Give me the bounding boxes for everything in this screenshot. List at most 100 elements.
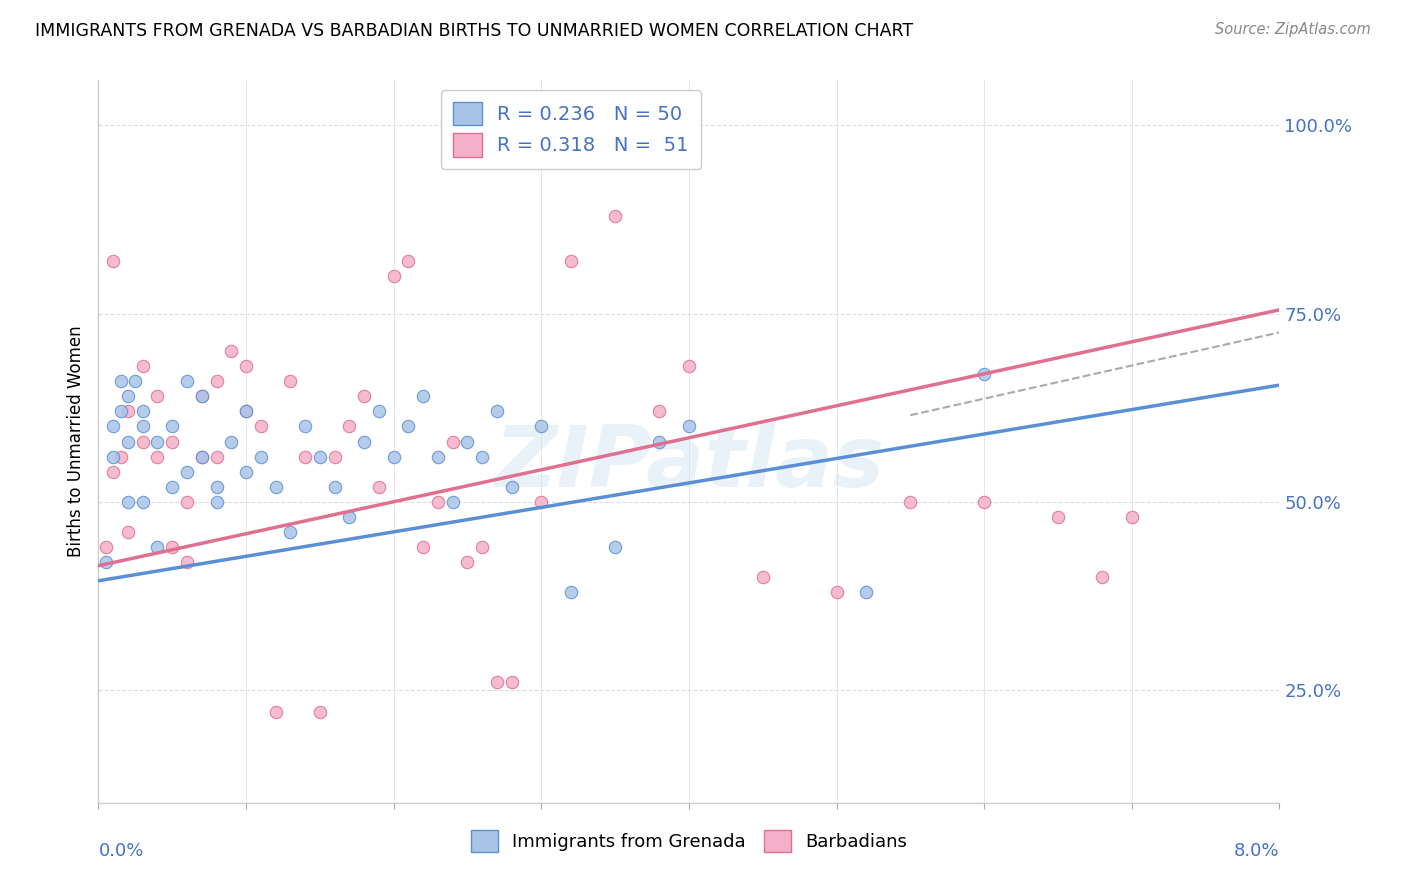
Point [471, 450, 494, 464]
Point [103, 450, 125, 464]
Point [457, 555, 479, 569]
Point [146, 450, 169, 464]
Point [457, 434, 479, 449]
Point [235, 404, 257, 418]
Point [398, 419, 420, 434]
Point [294, 450, 316, 464]
Point [146, 434, 169, 449]
Point [280, 524, 302, 539]
Point [162, 419, 183, 434]
Text: Source: ZipAtlas.com: Source: ZipAtlas.com [1215, 22, 1371, 37]
Point [132, 494, 155, 508]
Point [605, 540, 627, 554]
Point [250, 450, 273, 464]
Point [103, 465, 125, 479]
Point [191, 450, 214, 464]
Point [825, 585, 848, 599]
Point [323, 480, 346, 494]
Point [235, 465, 257, 479]
Point [221, 344, 243, 359]
Point [280, 375, 302, 389]
Point [648, 404, 671, 418]
Point [486, 675, 509, 690]
Point [427, 450, 450, 464]
Point [176, 555, 198, 569]
Point [973, 367, 995, 381]
Point [162, 434, 183, 449]
Point [294, 419, 316, 434]
Point [132, 419, 155, 434]
Point [1091, 570, 1114, 584]
Point [530, 419, 553, 434]
Point [117, 524, 139, 539]
Point [205, 375, 228, 389]
Point [205, 480, 228, 494]
Point [1121, 509, 1143, 524]
Point [103, 254, 125, 268]
Point [855, 585, 877, 599]
Point [94, 555, 117, 569]
Point [678, 359, 700, 374]
Point [323, 450, 346, 464]
Point [103, 419, 125, 434]
Point [264, 480, 287, 494]
Y-axis label: Births to Unmarried Women: Births to Unmarried Women [66, 326, 84, 558]
Point [560, 254, 582, 268]
Point [368, 480, 391, 494]
Point [398, 254, 420, 268]
Point [339, 509, 361, 524]
Point [752, 570, 775, 584]
Point [132, 434, 155, 449]
Point [124, 375, 146, 389]
Point [146, 540, 169, 554]
Point [110, 375, 132, 389]
Point [117, 494, 139, 508]
Point [191, 389, 214, 403]
Point [382, 268, 405, 283]
Point [486, 404, 509, 418]
Text: IMMIGRANTS FROM GRENADA VS BARBADIAN BIRTHS TO UNMARRIED WOMEN CORRELATION CHART: IMMIGRANTS FROM GRENADA VS BARBADIAN BIR… [35, 22, 914, 40]
Point [530, 494, 553, 508]
Point [560, 585, 582, 599]
Point [309, 706, 332, 720]
Point [368, 404, 391, 418]
Point [339, 419, 361, 434]
Point [353, 434, 375, 449]
Text: 0.0%: 0.0% [98, 842, 143, 860]
Point [205, 494, 228, 508]
Point [176, 494, 198, 508]
Point [132, 359, 155, 374]
Point [146, 389, 169, 403]
Point [1046, 509, 1070, 524]
Point [94, 540, 117, 554]
Point [309, 450, 332, 464]
Point [205, 450, 228, 464]
Point [191, 389, 214, 403]
Text: ZIPatlas: ZIPatlas [494, 422, 884, 505]
Point [117, 434, 139, 449]
Point [900, 494, 922, 508]
Point [973, 494, 995, 508]
Point [235, 404, 257, 418]
Point [110, 404, 132, 418]
Point [235, 359, 257, 374]
Point [250, 419, 273, 434]
Text: 8.0%: 8.0% [1234, 842, 1279, 860]
Point [162, 480, 183, 494]
Point [427, 494, 450, 508]
Point [501, 480, 523, 494]
Point [441, 494, 464, 508]
Point [191, 450, 214, 464]
Point [471, 540, 494, 554]
Point [132, 404, 155, 418]
Point [117, 404, 139, 418]
Point [441, 434, 464, 449]
Point [176, 375, 198, 389]
Legend: Immigrants from Grenada, Barbadians: Immigrants from Grenada, Barbadians [464, 822, 914, 859]
Point [221, 434, 243, 449]
Point [501, 675, 523, 690]
Point [648, 434, 671, 449]
Point [678, 419, 700, 434]
Point [382, 450, 405, 464]
Point [412, 389, 434, 403]
